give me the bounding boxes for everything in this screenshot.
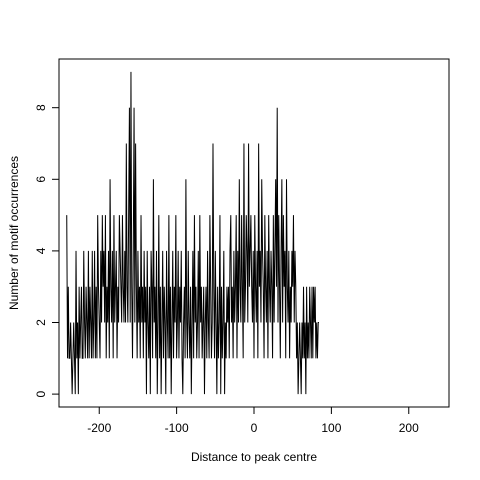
x-tick-label: 0 [251, 421, 258, 435]
x-axis-title: Distance to peak centre [191, 450, 317, 464]
series-layer [66, 71, 319, 395]
x-tick-label: 100 [321, 421, 341, 435]
y-tick-label: 6 [34, 176, 48, 183]
x-tick-label: 200 [399, 421, 419, 435]
x-axis: -200 -100 0 100 200 [87, 406, 419, 435]
y-tick-label: 8 [34, 104, 48, 111]
x-tick-label: -200 [87, 421, 111, 435]
y-tick-label: 2 [34, 319, 48, 326]
y-axis-title: Number of motif occurrences [7, 156, 21, 310]
y-tick-label: 4 [34, 247, 48, 254]
y-axis: 0 2 4 6 8 [34, 104, 60, 397]
series-line-0 [66, 71, 319, 395]
x-tick-label: -100 [165, 421, 189, 435]
y-tick-label: 0 [34, 390, 48, 397]
